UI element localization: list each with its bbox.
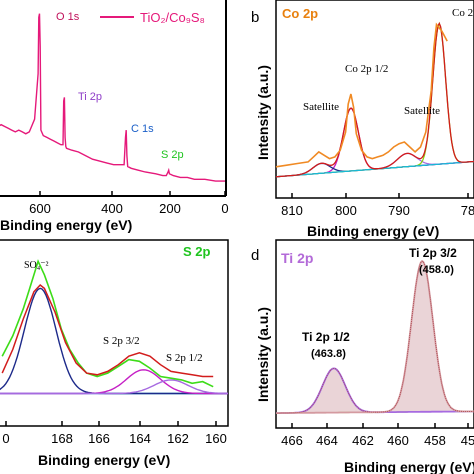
s-fit-s2p12 — [0, 379, 228, 395]
peak-label-ti2p: Ti 2p — [78, 91, 102, 103]
panel-c-series — [1, 259, 214, 388]
panel-b-tick-label: 78 — [461, 203, 474, 218]
panel-d-tick-label: 466 — [281, 433, 303, 448]
panel-d-frame — [275, 239, 474, 429]
panel-a-survey: 600 400 200 0 TiO₂/Co₉S₈ O 1s Ti 2p C 1s S … — [0, 0, 229, 233]
panel-a-series — [0, 13, 226, 182]
panel-d-tick-label: 458 — [424, 433, 446, 448]
panel-b-tick-label: 790 — [388, 203, 410, 218]
peak-label-satellite-1: Satellite — [303, 101, 339, 113]
s-fit-envelope — [1, 283, 214, 378]
panel-a-tick-label: 200 — [159, 201, 181, 216]
co-fit-co2p12 — [275, 107, 474, 178]
survey-spectrum-line — [0, 13, 226, 182]
panel-c-ticks: 0 168 166 164 162 160 — [2, 421, 227, 446]
panel-d-tick-label: 45 — [461, 433, 474, 448]
panel-d-fits — [275, 259, 474, 415]
panel-c-tick-label: 164 — [129, 431, 151, 446]
peak-label-s2p: S 2p — [161, 149, 184, 161]
peak-label-co2p32: Co 2 — [452, 7, 473, 19]
panel-c-frame — [0, 239, 229, 427]
panel-d-ti2p: 466 464 462 460 458 45 d Ti 2p Ti 2p 1/2 (463… — [251, 239, 474, 474]
panel-d-ticks: 466 464 462 460 458 45 — [281, 423, 474, 448]
peak-value-ti2p12: (463.8) — [311, 348, 346, 360]
panel-a-x-label: Binding energy (eV) — [0, 217, 132, 233]
panel-b-x-label: Binding energy (eV) — [307, 223, 439, 239]
peak-label-s2p32: S 2p 3/2 — [103, 335, 140, 347]
panel-c-tick-label: 166 — [88, 431, 110, 446]
panel-b-tick-label: 800 — [335, 203, 357, 218]
panel-b-letter: b — [251, 9, 259, 26]
peak-label-satellite-2: Satellite — [404, 105, 440, 117]
panel-d-tick-label: 464 — [316, 433, 338, 448]
panel-b-series — [275, 22, 448, 168]
panel-d-tick-label: 462 — [352, 433, 374, 448]
panel-b-ticks: 810 800 790 78 — [281, 193, 474, 218]
panel-d-x-label: Binding energy (eV) — [344, 459, 474, 474]
panel-b-y-label: Intensity (a.u.) — [255, 65, 271, 160]
panel-a-tick-label: 400 — [101, 201, 123, 216]
panel-a-legend-text: TiO₂/Co₉S₈ — [140, 10, 205, 25]
panel-c-tick-label: 0 — [2, 431, 9, 446]
panel-d-title: Ti 2p — [281, 250, 313, 266]
panel-d-y-label: Intensity (a.u.) — [255, 307, 271, 402]
peak-label-c1s: C 1s — [131, 123, 154, 135]
peak-label-ti2p12: Ti 2p 1/2 — [302, 330, 350, 344]
panel-d-letter: d — [251, 247, 259, 264]
peak-label-o1s: O 1s — [56, 11, 80, 23]
panel-b-title: Co 2p — [282, 6, 318, 21]
panel-c-fits — [0, 287, 228, 395]
peak-value-ti2p32: (458.0) — [419, 264, 454, 276]
co-raw-spectrum-line — [275, 22, 448, 168]
peak-label-ti2p32: Ti 2p 3/2 — [409, 246, 457, 260]
panel-d-tick-label: 460 — [387, 433, 409, 448]
panel-c-x-label: Binding energy (eV) — [38, 452, 170, 468]
panel-a-ticks: 600 400 200 0 — [29, 191, 229, 216]
ti-fill-2p32 — [276, 261, 474, 414]
s-raw-spectrum-line — [1, 259, 214, 388]
peak-label-so4: SO₄⁻² — [24, 260, 49, 271]
panel-b-frame — [275, 0, 474, 199]
s-fit-s2p32 — [0, 369, 228, 395]
panel-c-tick-label: 168 — [51, 431, 73, 446]
panel-a-tick-label: 0 — [221, 201, 228, 216]
panel-c-tick-label: 162 — [167, 431, 189, 446]
panel-c-title: S 2p — [183, 244, 211, 259]
panel-c-tick-label: 160 — [205, 431, 227, 446]
peak-label-co2p12: Co 2p 1/2 — [345, 63, 388, 75]
panel-b-co2p: 810 800 790 78 b Co 2p Co 2p 1/2 Satellite … — [251, 0, 474, 239]
panel-c-s2p: 0 168 166 164 162 160 S 2p SO₄⁻² S 2p 3/2 S 2… — [0, 239, 229, 468]
ti-raw-spectrum-line — [276, 260, 474, 414]
panel-a-tick-label: 600 — [29, 201, 51, 216]
panel-b-tick-label: 810 — [281, 203, 303, 218]
peak-label-s2p12: S 2p 1/2 — [166, 352, 203, 364]
